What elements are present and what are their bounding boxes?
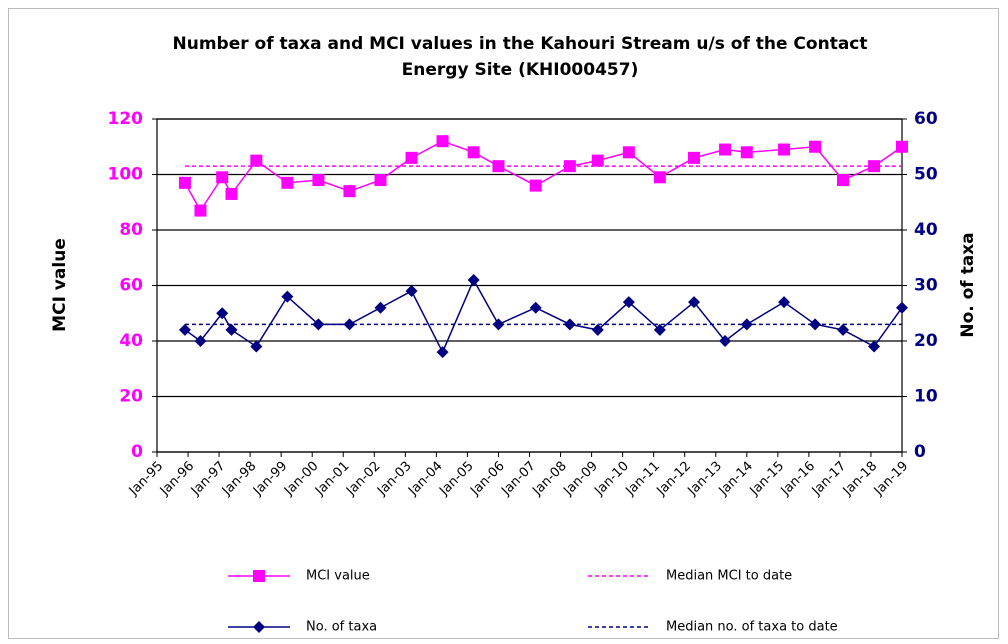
y2-tick-label: 50 xyxy=(914,165,938,185)
marker xyxy=(281,290,294,303)
y-tick-label: 40 xyxy=(119,331,143,351)
marker xyxy=(250,340,263,353)
marker xyxy=(896,301,908,314)
marker xyxy=(374,301,387,314)
marker xyxy=(719,143,732,156)
marker xyxy=(653,171,666,184)
marker xyxy=(492,160,505,173)
marker xyxy=(563,160,576,173)
marker xyxy=(719,335,732,347)
y-tick-label: 20 xyxy=(119,387,143,407)
y-tick-label: 60 xyxy=(119,276,143,296)
marker xyxy=(778,143,791,156)
marker xyxy=(405,151,418,164)
marker xyxy=(809,140,822,153)
marker xyxy=(837,323,850,336)
marker xyxy=(405,285,418,298)
chart-title: Energy Site (KHI000457) xyxy=(402,60,639,80)
legend-label: No. of taxa xyxy=(306,620,377,635)
y-tick-label: 100 xyxy=(108,165,144,185)
series-line xyxy=(184,278,903,354)
marker xyxy=(778,296,791,309)
marker xyxy=(591,323,604,336)
marker xyxy=(868,160,881,173)
marker xyxy=(374,174,387,187)
marker xyxy=(740,146,753,159)
y2-tick-label: 40 xyxy=(914,220,938,240)
marker xyxy=(225,323,238,336)
marker xyxy=(436,135,449,148)
marker xyxy=(194,204,207,217)
marker xyxy=(178,176,191,189)
y-tick-label: 120 xyxy=(108,109,144,129)
y2-tick-label: 30 xyxy=(914,276,938,296)
marker xyxy=(809,318,822,331)
y-axis-label: MCI value xyxy=(50,238,70,332)
marker xyxy=(178,323,191,336)
y2-tick-label: 0 xyxy=(914,442,926,462)
marker xyxy=(563,318,576,331)
y2-tick-label: 20 xyxy=(914,331,938,351)
y-tick-label: 0 xyxy=(131,442,143,462)
marker xyxy=(492,318,505,331)
marker xyxy=(896,140,908,153)
marker xyxy=(281,176,294,189)
y2-axis-label: No. of taxa xyxy=(958,232,978,337)
marker xyxy=(653,323,666,336)
marker xyxy=(591,154,604,167)
marker xyxy=(467,146,480,159)
marker xyxy=(837,174,850,187)
marker xyxy=(194,335,207,347)
marker xyxy=(622,296,635,309)
marker xyxy=(467,273,480,286)
marker xyxy=(312,174,325,187)
marker xyxy=(216,171,229,184)
marker xyxy=(343,185,356,198)
marker xyxy=(436,346,449,359)
legend-label: Median MCI to date xyxy=(666,569,792,584)
marker xyxy=(740,318,753,331)
marker xyxy=(622,146,635,159)
marker xyxy=(529,179,542,192)
marker xyxy=(216,307,229,320)
legend-label: MCI value xyxy=(306,569,370,584)
y2-tick-label: 10 xyxy=(914,387,938,407)
marker xyxy=(225,187,238,200)
marker xyxy=(868,340,881,353)
marker xyxy=(312,318,325,331)
legend-label: Median no. of taxa to date xyxy=(666,620,838,635)
marker xyxy=(529,301,542,314)
marker xyxy=(343,318,356,331)
marker xyxy=(253,621,265,633)
chart-title: Number of taxa and MCI values in the Kah… xyxy=(173,34,868,54)
marker xyxy=(688,151,701,164)
marker xyxy=(253,570,265,582)
y2-tick-label: 60 xyxy=(914,109,938,129)
marker xyxy=(688,296,701,309)
y-tick-label: 80 xyxy=(119,220,143,240)
marker xyxy=(250,154,263,167)
